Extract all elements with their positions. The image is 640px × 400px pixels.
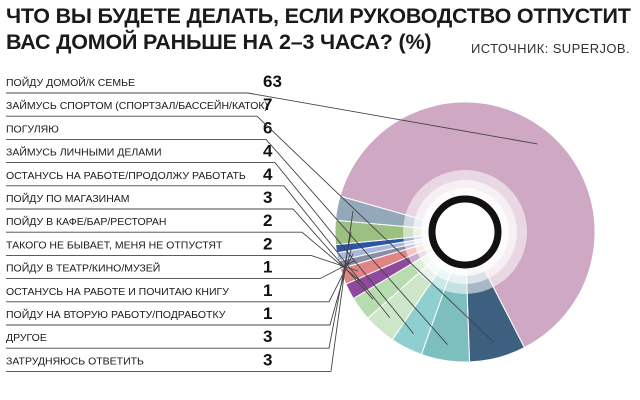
legend-value-12: 3 <box>263 327 272 346</box>
leader-line-13 <box>6 210 354 372</box>
title-line-1: ЧТО ВЫ БУДЕТЕ ДЕЛАТЬ, ЕСЛИ РУКОВОДСТВО О… <box>6 4 631 28</box>
legend-value-7: 2 <box>263 211 272 230</box>
legend-value-10: 1 <box>263 281 272 300</box>
donut-inner-rings <box>403 170 527 294</box>
legend-value-9: 1 <box>263 258 272 277</box>
legend-value-1: 63 <box>263 72 282 91</box>
legend-value-2: 7 <box>263 95 272 114</box>
legend-value-5: 4 <box>263 165 273 184</box>
legend-value-6: 3 <box>263 188 272 207</box>
legend-label-3: ПОГУЛЯЮ <box>6 123 59 135</box>
leader-line-2 <box>6 115 495 343</box>
legend-label-12: ДРУГОЕ <box>6 332 47 344</box>
leader-line-4 <box>6 162 414 335</box>
legend-value-11: 1 <box>263 304 272 323</box>
leader-line-3 <box>6 138 448 345</box>
legend-label-13: ЗАТРУДНЯЮСЬ ОТВЕТИТЬ <box>6 355 144 367</box>
legend-value-8: 2 <box>263 234 272 253</box>
legend-label-8: ТАКОГО НЕ БЫВАЕТ, МЕНЯ НЕ ОТПУСТЯТ <box>6 239 223 251</box>
legend-label-11: ПОЙДУ НА ВТОРУЮ РАБОТУ/ПОДРАБОТКУ <box>6 308 226 321</box>
leader-line-9 <box>6 260 355 280</box>
leader-line-1 <box>6 92 538 145</box>
leader-line-5 <box>6 185 391 319</box>
legend-label-6: ПОЙДУ ПО МАГАЗИНАМ <box>6 192 130 205</box>
leader-line-12 <box>6 232 352 349</box>
legend-label-1: ПОЙДУ ДОМОЙ/К СЕМЬЕ <box>6 76 135 89</box>
legend-label-4: ЗАЙМУСЬ ЛИЧНЫМИ ДЕЛАМИ <box>6 146 162 159</box>
center-hole <box>428 195 502 269</box>
legend-value-3: 6 <box>263 118 272 137</box>
title-line-2: ВАС ДОМОЙ РАНЬШЕ НА 2–3 ЧАСА? (%) <box>6 30 432 54</box>
legend-label-5: ОСТАНУСЬ НА РАБОТЕ/ПРОДОЛЖУ РАБОТАТЬ <box>6 170 246 182</box>
legend-value-13: 3 <box>263 350 272 369</box>
legend-label-2: ЗАЙМУСЬ СПОРТОМ (СПОРТЗАЛ/БАССЕЙН/КАТОК) <box>6 99 268 112</box>
leader-lines <box>6 92 538 372</box>
legend-label-7: ПОЙДУ В КАФЕ/БАР/РЕСТОРАН <box>6 215 167 228</box>
chart-title: ЧТО ВЫ БУДЕТЕ ДЕЛАТЬ, ЕСЛИ РУКОВОДСТВО О… <box>6 3 636 55</box>
legend-label-10: ОСТАНУСЬ НА РАБОТЕ И ПОЧИТАЮ КНИГУ <box>6 286 229 298</box>
source-note: ИСТОЧНИК: SUPERJOB. <box>471 41 630 56</box>
legend-label-9: ПОЙДУ В ТЕАТР/КИНО/МУЗЕЙ <box>6 262 160 275</box>
legend-value-4: 4 <box>263 142 273 161</box>
leader-line-8 <box>6 254 359 272</box>
